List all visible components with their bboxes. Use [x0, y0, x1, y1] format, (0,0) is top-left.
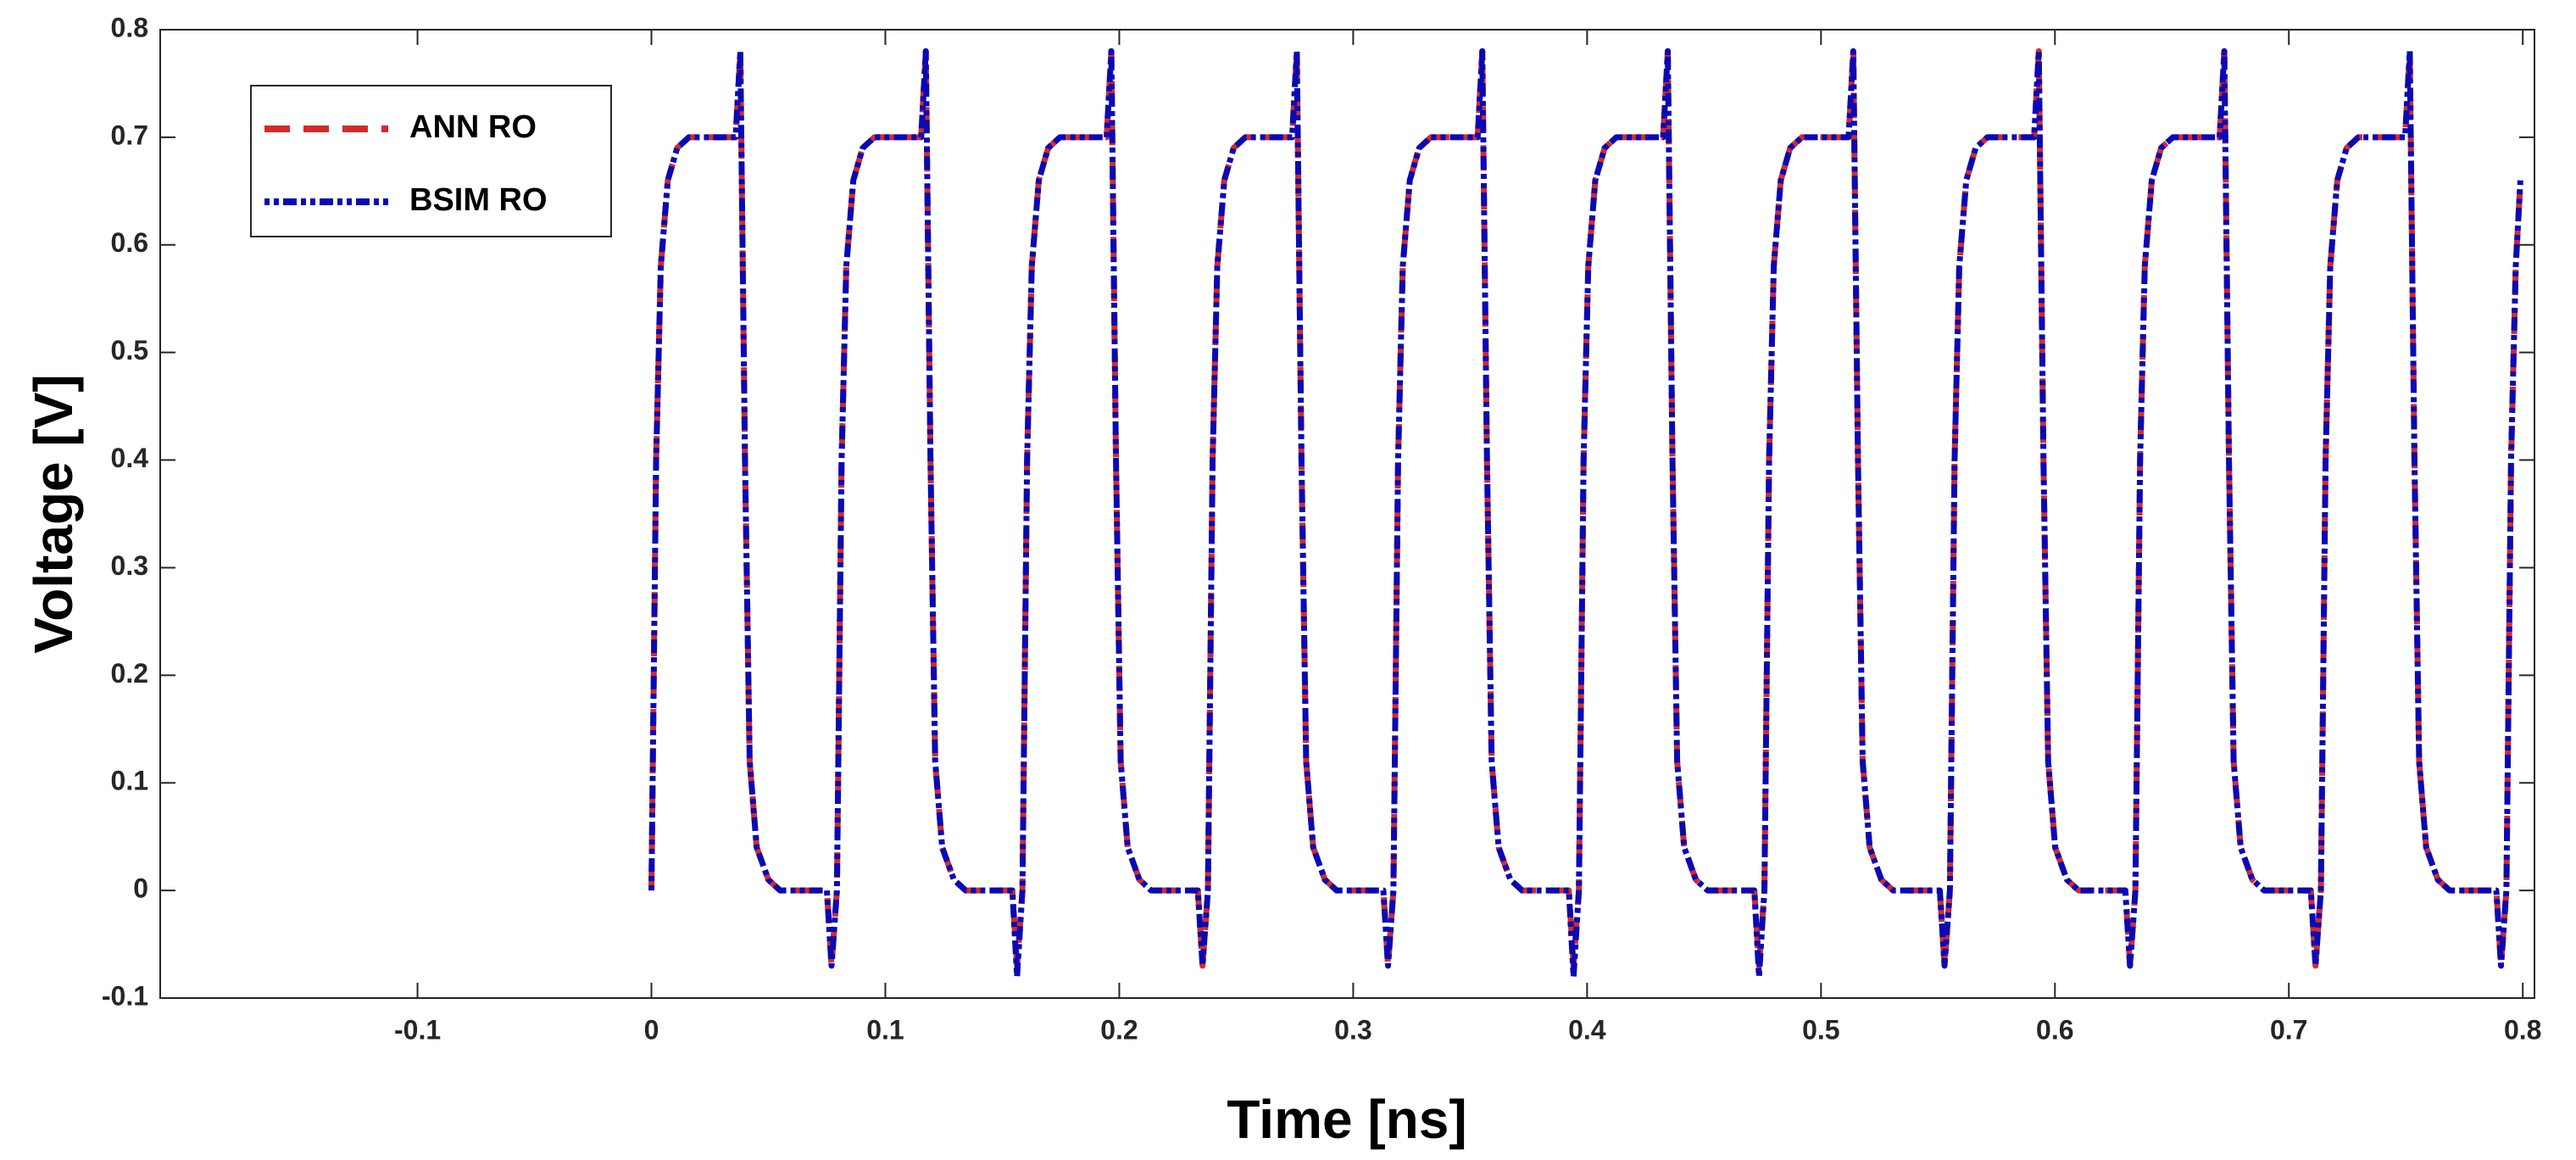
- y-axis-label: Voltage [V]: [23, 374, 84, 654]
- x-tick-label: 0.8: [2504, 1014, 2541, 1045]
- legend-label: ANN RO: [409, 109, 537, 145]
- x-tick-label: 0.3: [1334, 1014, 1371, 1045]
- y-tick-label: 0.6: [111, 227, 148, 258]
- x-tick-label: 0.2: [1100, 1014, 1138, 1045]
- y-tick-label: 0.8: [111, 12, 148, 42]
- y-tick-label: 0.4: [111, 443, 149, 473]
- x-tick-label: 0.7: [2270, 1014, 2307, 1045]
- legend-label: BSIM RO: [409, 182, 548, 218]
- series-line: [648, 47, 2523, 969]
- x-tick-label: 0.5: [1802, 1014, 1839, 1045]
- x-tick-label: -0.1: [394, 1014, 441, 1045]
- y-tick-label: 0.1: [111, 766, 148, 796]
- x-tick-label: 0.4: [1568, 1014, 1606, 1045]
- plot-frame: [159, 29, 2535, 999]
- y-tick-label: 0.5: [111, 335, 148, 365]
- y-tick-label: -0.1: [102, 980, 148, 1011]
- y-tick-label: 0.2: [111, 658, 148, 689]
- series-line: [648, 47, 2523, 980]
- x-axis-label: Time [ns]: [1227, 1089, 1466, 1150]
- x-tick-label: 0: [644, 1014, 659, 1045]
- y-tick-label: 0: [133, 873, 148, 904]
- legend-box: [250, 85, 612, 237]
- x-tick-label: 0.1: [866, 1014, 904, 1045]
- x-tick-label: 0.6: [2036, 1014, 2073, 1045]
- y-tick-label: 0.7: [111, 120, 148, 150]
- y-tick-label: 0.3: [111, 550, 148, 581]
